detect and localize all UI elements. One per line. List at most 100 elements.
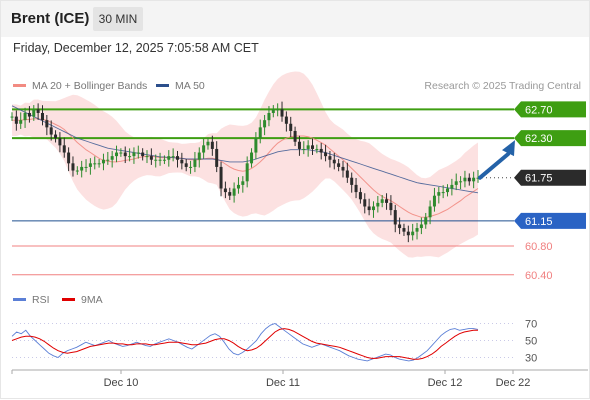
rsi-tick-30: 30 [525,353,537,365]
rsi-tick-50: 50 [525,336,537,348]
candle-body [381,199,384,203]
candle-body [176,156,179,160]
candle-body [124,153,127,157]
candle-body [307,145,310,149]
candle-body [341,167,344,171]
candle-body [394,210,397,224]
candle-body [355,185,358,192]
candle-body [289,124,292,131]
candle-body [402,228,405,232]
candle-body [302,149,305,150]
candle-body [50,127,53,134]
candle-body [398,224,401,228]
level-value-61.75: 61.75 [525,173,553,185]
candle-body [298,142,301,149]
candle-body [407,232,410,236]
rsi-line-rsi [12,324,478,361]
level-value-60.80: 60.80 [525,241,553,253]
candle-body [250,153,253,164]
candle-body [19,120,22,124]
candle-body [237,185,240,189]
candle-body [442,192,445,193]
candle-body [233,189,236,196]
candle-body [150,156,153,160]
candle-body [346,171,349,178]
candle-body [311,145,314,149]
candle-body [267,113,270,120]
candle-body [368,206,371,210]
candle-body [389,203,392,210]
projection-arrow-shaft [480,154,508,178]
candle-body [154,160,157,161]
candle-body [433,196,436,207]
candle-body [285,117,288,124]
candle-body [363,199,366,206]
candle-body [272,109,275,113]
candle-body [185,163,188,167]
x-tick-label-dec-12: Dec 12 [428,377,463,389]
candle-body [141,153,144,157]
candle-body [294,131,297,142]
candle-body [98,163,101,164]
candle-body [202,145,205,152]
candle-body [76,171,79,172]
candle-body [215,149,218,167]
candle-body [128,156,131,157]
candle-body [137,153,140,154]
candle-body [132,153,135,157]
candle-body [163,160,166,161]
candle-body [241,181,244,185]
candle-body [146,156,149,157]
candle-body [193,160,196,167]
candle-body [359,192,362,199]
x-tick-label-dec-22: Dec 22 [496,377,531,389]
candle-body [376,203,379,207]
level-value-61.15: 61.15 [525,216,553,228]
candle-body [337,163,340,167]
level-value-62.70: 62.70 [525,104,553,116]
candle-body [333,160,336,164]
candle-body [424,217,427,224]
level-tags: 62.70 62.30 61.75 61.15 60.80 60.40 [480,101,586,281]
candle-body [468,178,471,182]
candle-body [259,127,262,138]
candle-body [198,153,201,160]
candle-body [254,138,257,152]
candle-body [263,120,266,127]
candle-body [58,138,61,145]
candle-body [41,113,44,120]
candle-body [54,135,57,139]
candle-body [63,145,66,152]
rsi-tick-70: 70 [525,319,537,331]
candle-body [106,160,109,161]
candle-body [93,163,96,164]
candle-body [45,120,48,127]
candle-body [328,156,331,160]
candle-body [37,109,40,113]
candle-body [320,149,323,153]
candle-body [15,117,18,124]
candle-body [420,224,423,228]
candle-body [459,181,462,182]
candle-body [172,156,175,157]
candle-body [463,178,466,182]
x-tick-label-dec-11: Dec 11 [266,377,300,389]
candle-body [85,167,88,168]
candle-body [111,156,114,160]
candle-body [281,109,284,116]
candle-body [450,185,453,189]
candle-body [89,163,92,167]
level-value-62.30: 62.30 [525,133,553,145]
candle-body [350,178,353,185]
rsi-panel: 70 50 30 [12,319,537,365]
candle-body [206,142,209,146]
candle-body [28,113,31,117]
level-value-60.40: 60.40 [525,270,553,282]
candle-body [276,109,279,110]
candle-body [115,153,118,157]
x-tick-label-dec-10: Dec 10 [104,377,139,389]
candle-body [372,206,375,210]
candle-body [159,160,162,161]
candle-body [446,189,449,193]
